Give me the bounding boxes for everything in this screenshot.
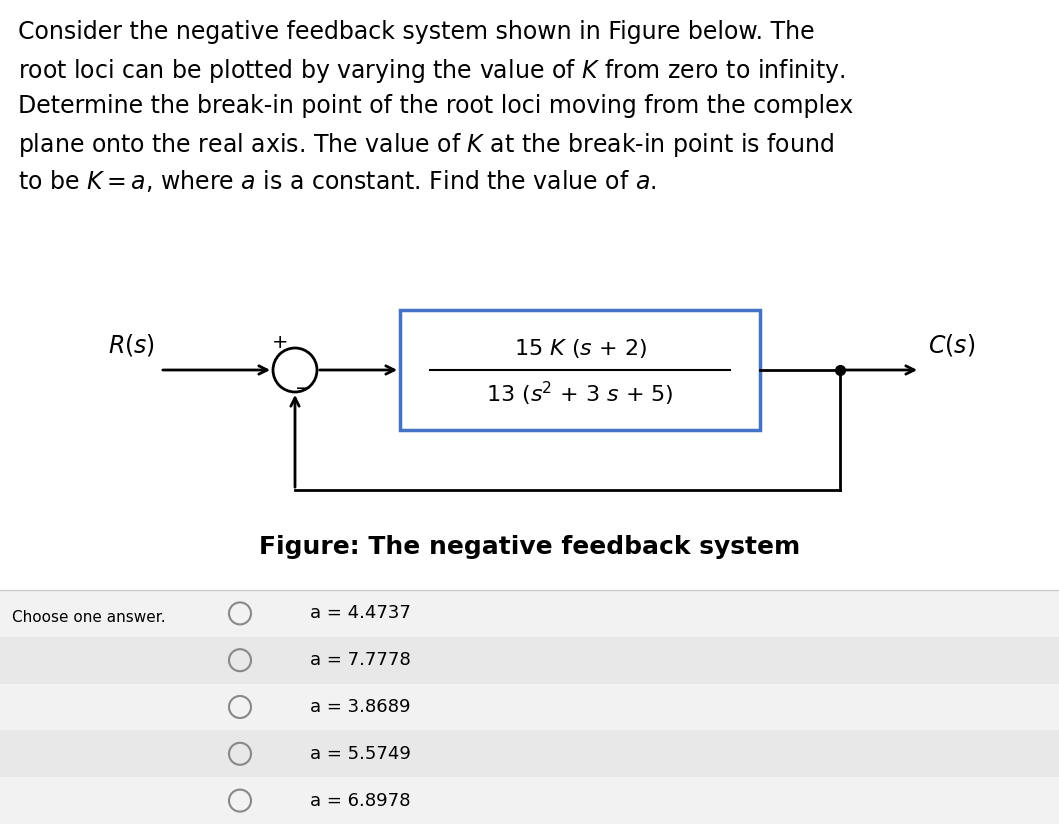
Text: a = 7.7778: a = 7.7778 — [310, 651, 411, 669]
Text: 15 $K$ ($s$ + 2): 15 $K$ ($s$ + 2) — [514, 336, 646, 359]
Text: root loci can be plotted by varying the value of $K$ from zero to infinity.: root loci can be plotted by varying the … — [18, 57, 845, 85]
Text: Choose one answer.: Choose one answer. — [12, 610, 165, 625]
Bar — [0, 734, 1059, 780]
Text: Figure: The negative feedback system: Figure: The negative feedback system — [259, 535, 801, 559]
Bar — [0, 684, 1059, 730]
Text: 13 ($s$$^2$ + 3 $s$ + 5): 13 ($s$$^2$ + 3 $s$ + 5) — [486, 380, 674, 408]
Text: to be $K = a$, where $a$ is a constant. Find the value of $a$.: to be $K = a$, where $a$ is a constant. … — [18, 168, 657, 194]
Bar — [0, 690, 1059, 734]
Text: $R(s)$: $R(s)$ — [108, 332, 155, 358]
Bar — [0, 777, 1059, 824]
Bar — [0, 780, 1059, 824]
Text: plane onto the real axis. The value of $K$ at the break-in point is found: plane onto the real axis. The value of $… — [18, 131, 834, 159]
Text: $C(s)$: $C(s)$ — [928, 332, 975, 358]
Text: a = 4.4737: a = 4.4737 — [310, 604, 411, 622]
Text: a = 3.8689: a = 3.8689 — [310, 698, 411, 716]
Text: Consider the negative feedback system shown in Figure below. The: Consider the negative feedback system sh… — [18, 20, 814, 44]
Bar — [0, 730, 1059, 777]
Bar — [0, 600, 1059, 645]
Text: a = 6.8978: a = 6.8978 — [310, 792, 411, 810]
Bar — [0, 590, 1059, 824]
Text: Determine the break-in point of the root loci moving from the complex: Determine the break-in point of the root… — [18, 94, 854, 118]
Bar — [0, 637, 1059, 684]
Bar — [0, 645, 1059, 690]
Text: −: − — [294, 378, 311, 397]
Text: +: + — [272, 333, 288, 352]
Bar — [400, 310, 760, 430]
Text: a = 5.5749: a = 5.5749 — [310, 745, 411, 763]
Bar — [0, 590, 1059, 637]
